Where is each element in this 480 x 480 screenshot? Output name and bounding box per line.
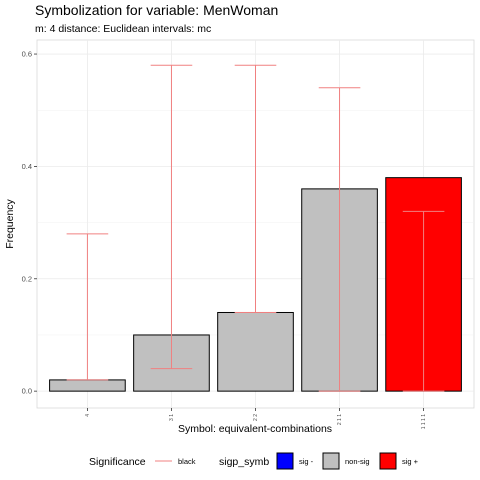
x-tick-label: 4 <box>85 414 91 417</box>
y-tick-label: 0.2 <box>22 274 32 283</box>
legend-key-sig-minus <box>277 453 293 469</box>
y-tick-label: 0.6 <box>22 50 32 59</box>
y-tick-label: 0.4 <box>22 162 32 171</box>
legend-sigp-title: sigp_symb <box>219 456 269 468</box>
x-tick-label: 1 1 1 1 <box>421 414 427 430</box>
chart-subtitle: m: 4 distance: Euclidean intervals: mc <box>35 23 211 35</box>
legend-significance-title: Significance <box>89 456 146 468</box>
legend-line-label: black <box>178 457 196 466</box>
x-tick-label: 2 1 1 <box>337 414 343 425</box>
legend-key-non-sig <box>323 453 339 469</box>
bar-3 <box>218 312 294 391</box>
y-axis-ticks: 0.0 0.2 0.4 0.6 <box>22 50 37 396</box>
y-tick-label: 0.0 <box>22 387 32 396</box>
y-axis-title: Frequency <box>4 198 16 248</box>
legend-label-sig-minus: sig - <box>299 457 314 466</box>
x-axis-title: Symbol: equivalent-combinations <box>178 423 332 435</box>
chart-title: Symbolization for variable: MenWoman <box>35 2 278 18</box>
bar-1 <box>50 380 126 391</box>
legend-label-non-sig: non-sig <box>345 457 370 466</box>
x-tick-label: 3 1 <box>169 414 175 421</box>
legend-key-sig-plus <box>380 453 396 469</box>
legend: Significance black sigp_symb sig - non-s… <box>89 453 419 469</box>
legend-label-sig-plus: sig + <box>402 457 419 466</box>
x-tick-label: 2 2 <box>253 414 259 421</box>
